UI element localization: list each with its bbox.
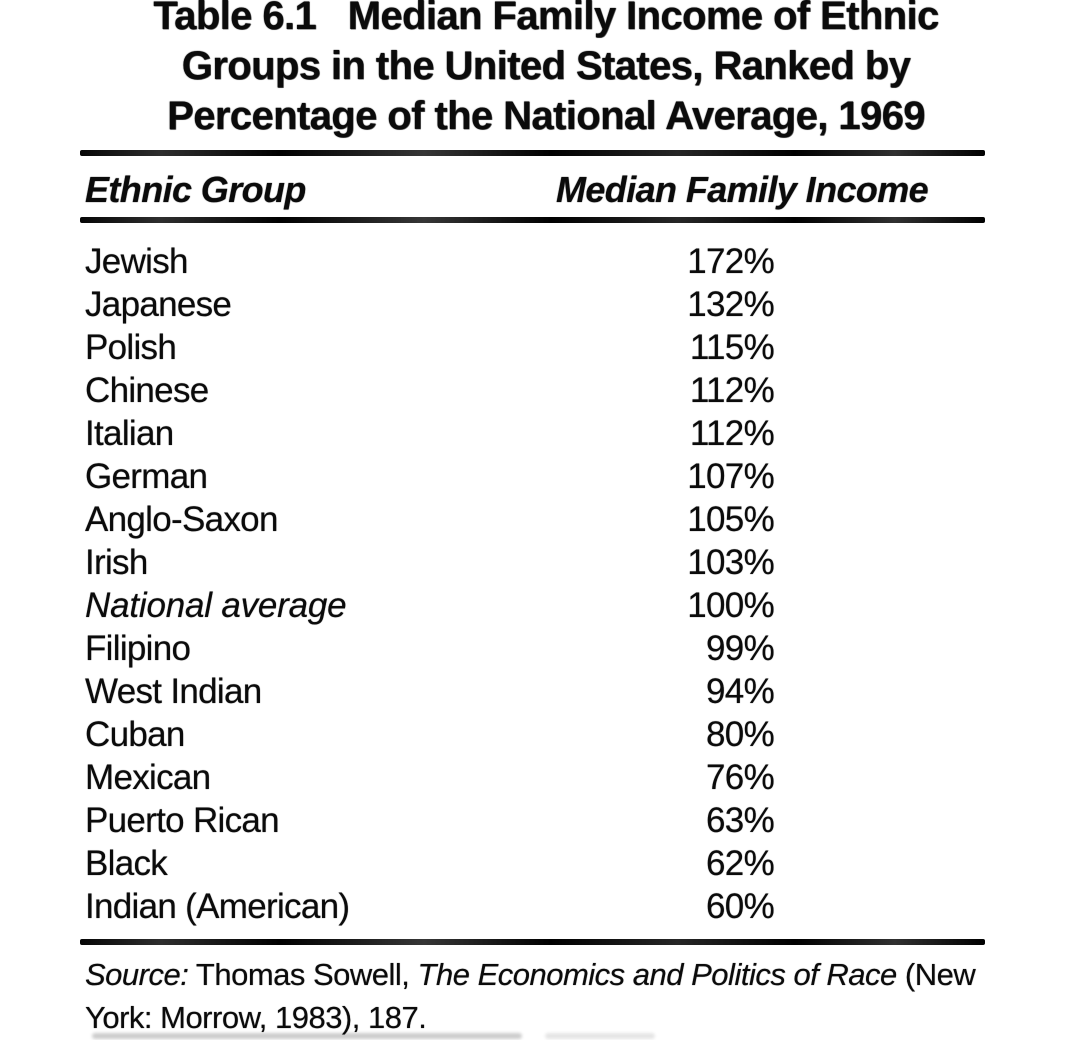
table-row: Cuban 80% <box>80 713 985 756</box>
income-value-cell: 80% <box>706 715 775 754</box>
ethnic-group-cell: Japanese <box>85 285 232 324</box>
ethnic-group-cell: Black <box>85 844 168 883</box>
ethnic-group-cell: Indian (American) <box>85 887 350 926</box>
income-value-cell: 94% <box>706 672 775 711</box>
ethnic-group-cell: Irish <box>85 543 148 582</box>
income-value-cell: 172% <box>687 242 774 281</box>
income-value-cell: 132% <box>687 285 774 324</box>
ethnic-group-cell: Mexican <box>85 758 211 797</box>
income-value-cell: 99% <box>706 629 775 668</box>
income-value-cell: 107% <box>687 457 774 496</box>
horizontal-rule-bottom <box>80 939 985 945</box>
source-citation-line-1: Source: Thomas Sowell, The Economics and… <box>85 953 1025 996</box>
table-title-line-2: Groups in the United States, Ranked by <box>181 44 911 88</box>
ethnic-group-cell: Anglo-Saxon <box>85 500 278 539</box>
horizontal-rule-top <box>80 150 985 156</box>
income-value-cell: 63% <box>706 801 775 840</box>
horizontal-rule-below-header <box>80 217 985 223</box>
income-value-cell: 112% <box>689 371 775 410</box>
source-citation-line-2: York: Morrow, 1983), 187. <box>85 1000 427 1035</box>
table-row: Anglo-Saxon 105% <box>80 498 985 541</box>
income-value-cell: 103% <box>687 543 774 582</box>
income-value-cell: 60% <box>706 887 775 926</box>
ethnic-group-cell: Filipino <box>85 629 191 668</box>
table-row: West Indian 94% <box>80 670 985 713</box>
table-row: Black 62% <box>80 842 985 885</box>
table-row: Polish 115% <box>80 326 985 369</box>
column-header-median-family-income: Median Family Income <box>556 169 929 210</box>
source-label: Source: <box>85 957 189 992</box>
table-row: Irish 103% <box>80 541 985 584</box>
table-row: Filipino 99% <box>80 627 985 670</box>
ethnic-group-cell: German <box>85 457 208 496</box>
table-row: Italian 112% <box>80 412 985 455</box>
table-body: Jewish 172% Japanese 132% Polish 115% Ch… <box>80 240 985 928</box>
column-header-ethnic-group: Ethnic Group <box>85 169 306 210</box>
table-row: Chinese 112% <box>80 369 985 412</box>
table-row: Jewish 172% <box>80 240 985 283</box>
table-title: Table 6.1 Median Family Income of Ethnic… <box>6 0 1080 141</box>
table-title-line-3: Percentage of the National Average, 1969 <box>167 94 925 138</box>
income-value-cell: 112% <box>689 414 775 453</box>
ethnic-group-cell: Puerto Rican <box>85 801 280 840</box>
income-value-cell: 105% <box>687 500 774 539</box>
income-value-cell: 115% <box>689 328 775 367</box>
table-title-line-1: Table 6.1 Median Family Income of Ethnic <box>153 0 939 38</box>
table-row: Indian (American) 60% <box>80 885 985 928</box>
source-book-title: The Economics and Politics of Race <box>417 957 898 992</box>
table-row: Puerto Rican 63% <box>80 799 985 842</box>
table-row: Mexican 76% <box>80 756 985 799</box>
ethnic-group-cell: Chinese <box>85 371 209 410</box>
ethnic-group-cell: West Indian <box>85 672 262 711</box>
income-value-cell: 100% <box>687 586 774 625</box>
ethnic-group-cell: National average <box>85 586 347 625</box>
ethnic-group-cell: Jewish <box>85 242 188 281</box>
scan-artifact-smudge <box>545 1033 655 1039</box>
source-citation: Source: Thomas Sowell, The Economics and… <box>85 953 1025 1039</box>
table-row-national-average: National average 100% <box>80 584 985 627</box>
ethnic-group-cell: Polish <box>85 328 177 367</box>
table-row: German 107% <box>80 455 985 498</box>
table-row: Japanese 132% <box>80 283 985 326</box>
ethnic-group-cell: Cuban <box>85 715 185 754</box>
source-author: Thomas Sowell, <box>188 957 418 992</box>
income-value-cell: 62% <box>706 844 775 883</box>
table-header-row: Ethnic Group Median Family Income <box>80 167 985 213</box>
income-value-cell: 76% <box>706 758 775 797</box>
ethnic-group-cell: Italian <box>85 414 174 453</box>
scan-artifact-smudge <box>92 1033 522 1039</box>
source-publisher-start: (New <box>896 957 976 992</box>
